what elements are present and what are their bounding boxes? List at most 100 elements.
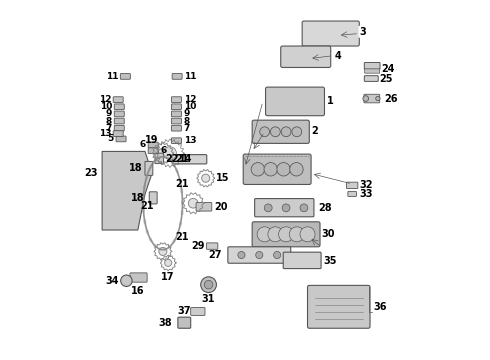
FancyBboxPatch shape — [266, 87, 324, 116]
FancyBboxPatch shape — [145, 161, 153, 175]
FancyBboxPatch shape — [365, 69, 380, 73]
FancyBboxPatch shape — [255, 199, 314, 217]
FancyBboxPatch shape — [348, 192, 356, 197]
FancyBboxPatch shape — [148, 148, 158, 154]
Text: 11: 11 — [106, 72, 118, 81]
Circle shape — [300, 204, 308, 212]
Circle shape — [281, 127, 291, 137]
Text: 2: 2 — [311, 126, 318, 136]
Text: 8: 8 — [106, 117, 112, 126]
FancyBboxPatch shape — [113, 97, 123, 103]
Text: 14: 14 — [179, 154, 193, 163]
Text: 23: 23 — [84, 168, 98, 178]
FancyBboxPatch shape — [243, 154, 311, 184]
Text: 30: 30 — [322, 229, 335, 239]
Text: 31: 31 — [202, 294, 215, 304]
FancyBboxPatch shape — [114, 118, 124, 124]
Text: 18: 18 — [128, 163, 142, 173]
Text: 6: 6 — [140, 140, 146, 149]
Circle shape — [273, 251, 281, 258]
FancyBboxPatch shape — [281, 46, 331, 67]
FancyBboxPatch shape — [172, 73, 182, 79]
Text: 12: 12 — [98, 95, 111, 104]
Text: 21: 21 — [141, 201, 154, 211]
FancyBboxPatch shape — [114, 125, 124, 131]
FancyBboxPatch shape — [172, 111, 181, 117]
FancyBboxPatch shape — [155, 153, 164, 163]
FancyBboxPatch shape — [130, 273, 147, 282]
FancyBboxPatch shape — [228, 247, 291, 263]
Text: 28: 28 — [318, 203, 332, 213]
Text: 27: 27 — [208, 250, 222, 260]
Circle shape — [158, 148, 168, 158]
Text: 8: 8 — [184, 117, 190, 126]
Text: 13: 13 — [184, 136, 196, 145]
Text: 17: 17 — [161, 272, 174, 282]
Circle shape — [376, 96, 380, 101]
Text: 37: 37 — [177, 306, 191, 316]
Text: 1: 1 — [326, 96, 333, 107]
Text: 20: 20 — [215, 202, 228, 212]
FancyBboxPatch shape — [206, 243, 218, 249]
Circle shape — [164, 147, 176, 159]
Circle shape — [289, 227, 304, 242]
Text: 24: 24 — [381, 64, 395, 74]
Text: 34: 34 — [105, 276, 119, 286]
Circle shape — [251, 163, 265, 176]
Text: 11: 11 — [184, 72, 197, 81]
Text: 9: 9 — [184, 109, 190, 118]
FancyBboxPatch shape — [191, 307, 205, 315]
FancyBboxPatch shape — [364, 63, 380, 69]
Circle shape — [257, 227, 272, 242]
Text: 3: 3 — [359, 27, 366, 37]
Circle shape — [201, 277, 217, 293]
FancyBboxPatch shape — [114, 104, 124, 110]
FancyBboxPatch shape — [308, 285, 370, 328]
FancyBboxPatch shape — [302, 21, 359, 46]
FancyBboxPatch shape — [149, 192, 157, 204]
Text: 16: 16 — [131, 286, 145, 296]
Circle shape — [264, 163, 277, 176]
Text: 35: 35 — [323, 256, 337, 266]
FancyBboxPatch shape — [116, 136, 126, 142]
Circle shape — [121, 275, 132, 287]
FancyBboxPatch shape — [252, 222, 320, 247]
Circle shape — [165, 259, 172, 266]
FancyBboxPatch shape — [196, 203, 212, 211]
Text: 19: 19 — [145, 135, 159, 145]
Text: 7: 7 — [106, 124, 112, 133]
FancyBboxPatch shape — [178, 317, 191, 328]
Text: 10: 10 — [184, 102, 196, 111]
Text: 36: 36 — [373, 302, 387, 312]
FancyBboxPatch shape — [172, 104, 181, 110]
Text: 26: 26 — [384, 94, 398, 104]
Circle shape — [238, 251, 245, 258]
Circle shape — [268, 227, 283, 242]
Polygon shape — [102, 152, 152, 230]
Circle shape — [202, 174, 210, 182]
Circle shape — [256, 251, 263, 258]
Circle shape — [260, 127, 270, 137]
Circle shape — [290, 163, 303, 176]
Text: 21: 21 — [175, 179, 189, 189]
Circle shape — [282, 204, 290, 212]
Text: 9: 9 — [106, 109, 112, 118]
Text: 32: 32 — [359, 180, 373, 190]
Text: 33: 33 — [359, 189, 373, 199]
Circle shape — [292, 127, 302, 137]
Text: 21: 21 — [175, 154, 189, 163]
Text: 18: 18 — [131, 193, 144, 203]
FancyBboxPatch shape — [172, 138, 181, 144]
FancyBboxPatch shape — [121, 73, 130, 79]
Circle shape — [188, 198, 198, 208]
FancyBboxPatch shape — [172, 97, 181, 103]
Circle shape — [277, 163, 290, 176]
FancyBboxPatch shape — [346, 182, 358, 189]
FancyBboxPatch shape — [364, 76, 378, 81]
FancyBboxPatch shape — [114, 111, 124, 117]
Text: 12: 12 — [184, 95, 196, 104]
Text: 4: 4 — [334, 51, 341, 61]
Text: 5: 5 — [108, 134, 114, 143]
Text: 10: 10 — [100, 102, 112, 111]
Text: 7: 7 — [184, 124, 190, 133]
